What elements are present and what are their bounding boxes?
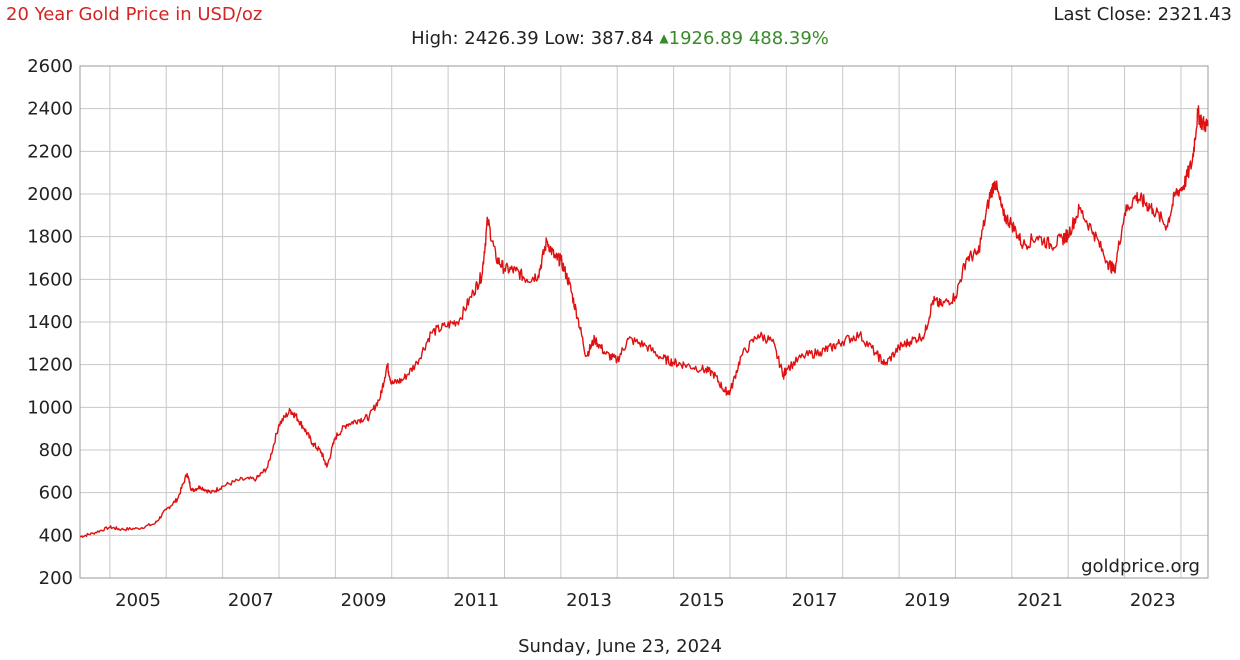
y-tick-label: 2200 (27, 141, 73, 162)
watermark: goldprice.org (1081, 556, 1200, 577)
x-tick-label: 2019 (904, 590, 950, 611)
x-tick-label: 2015 (679, 590, 725, 611)
change-value: 1926.89 (668, 28, 744, 49)
y-tick-label: 2400 (27, 99, 73, 120)
y-tick-label: 400 (39, 525, 73, 546)
x-tick-label: 2013 (566, 590, 612, 611)
y-tick-label: 1600 (27, 269, 73, 290)
last-close: Last Close: 2321.43 (1054, 4, 1233, 25)
x-tick-labels: 2005 2007 2009 2011 2013 2015 2017 2019 2021 2023 (115, 590, 1176, 611)
change-percent: 488.39% (748, 28, 829, 49)
x-tick-label: 2007 (228, 590, 274, 611)
x-tick-label: 2021 (1017, 590, 1063, 611)
y-tick-label: 2000 (27, 184, 73, 205)
y-tick-label: 800 (39, 440, 73, 461)
y-tick-label: 1000 (27, 397, 73, 418)
y-tick-labels: 200 400 600 800 1000 1200 1400 1600 1800 2000 2200… (27, 56, 73, 589)
footer-date: Sunday, June 23, 2024 (518, 636, 722, 657)
gold-price-chart: 200 400 600 800 1000 1200 1400 1600 1800 2000 2200… (27, 56, 1209, 611)
y-tick-label: 1800 (27, 227, 73, 248)
x-tick-label: 2017 (792, 590, 838, 611)
y-tick-label: 600 (39, 483, 73, 504)
last-close-value: 2321.43 (1157, 4, 1232, 25)
horizontal-gridlines (80, 65, 1208, 579)
price-line (79, 105, 1209, 538)
low-label: Low: (544, 28, 585, 49)
high-value: 2426.39 (464, 28, 539, 49)
low-value: 387.84 (590, 28, 654, 49)
last-close-label: Last Close: (1053, 4, 1152, 25)
y-tick-label: 1400 (27, 312, 73, 333)
up-triangle-icon: ▲ (659, 31, 669, 45)
x-tick-label: 2009 (341, 590, 387, 611)
x-tick-label: 2011 (453, 590, 499, 611)
y-tick-label: 200 (39, 568, 73, 589)
chart-title: 20 Year Gold Price in USD/oz (6, 4, 263, 25)
y-tick-label: 1200 (27, 355, 73, 376)
y-tick-label: 2600 (27, 56, 73, 77)
x-tick-label: 2005 (115, 590, 161, 611)
high-label: High: (411, 28, 459, 49)
price-stats: High: 2426.39 Low: 387.84 ▲1926.89 488.3… (0, 28, 1240, 49)
x-tick-label: 2023 (1130, 590, 1176, 611)
plot-frame (79, 65, 1209, 579)
